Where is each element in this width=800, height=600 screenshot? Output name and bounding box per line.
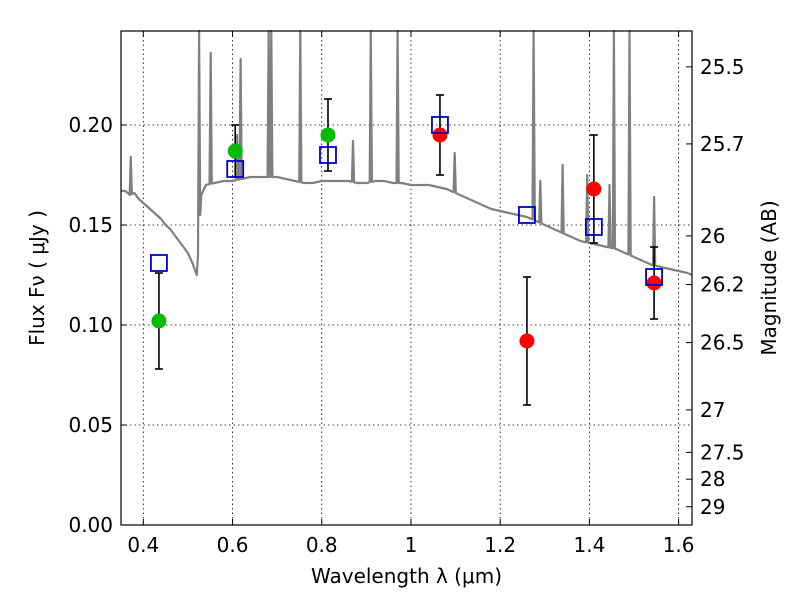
y-tick-label: 0.05 — [68, 413, 113, 437]
x-tick-label: 1 — [405, 533, 418, 557]
template-spectrum — [121, 29, 693, 277]
green-point — [227, 143, 243, 159]
x-tick-label: 1.2 — [484, 533, 516, 557]
right-tick-label: 25.5 — [700, 55, 745, 79]
x-tick-label: 0.6 — [217, 533, 249, 557]
right-tick-label: 29 — [700, 495, 725, 519]
red-point — [432, 127, 448, 143]
red-point — [519, 333, 535, 349]
template-spectrum-line — [121, 29, 693, 277]
right-tick-label: 26.5 — [700, 331, 745, 355]
red-point — [586, 181, 602, 197]
model-square — [431, 116, 449, 134]
model-square — [319, 146, 337, 164]
red-point — [646, 275, 662, 291]
y-tick-label: 0.00 — [68, 513, 113, 537]
right-tick-label: 26 — [700, 224, 725, 248]
grid-lines — [121, 31, 692, 526]
model-square — [645, 268, 663, 286]
data-markers — [150, 116, 663, 349]
y-axis-ticks: 0.00 0.05 0.10 0.15 0.20 — [68, 113, 127, 537]
x-tick-label: 1.4 — [573, 533, 605, 557]
error-bars — [154, 94, 659, 406]
model-square — [226, 160, 245, 178]
y-tick-label: 0.15 — [68, 213, 113, 237]
green-point — [320, 127, 336, 143]
x-tick-label: 0.4 — [127, 533, 159, 557]
plot-frame — [120, 30, 693, 526]
y-tick-label: 0.20 — [68, 113, 113, 137]
y-tick-label: 0.10 — [68, 313, 113, 337]
x-axis-title: Wavelength λ (μm) — [311, 564, 502, 588]
right-axis-title: Magnitude (AB) — [757, 200, 781, 355]
x-tick-label: 0.8 — [306, 533, 338, 557]
right-tick-label: 28 — [700, 467, 725, 491]
y-axis-title: Flux Fν ( μJy ) — [25, 210, 49, 346]
right-axis-ticks: 25.5 25.7 26 26.2 26.5 27 27.5 28 29 — [686, 55, 745, 519]
right-tick-label: 27 — [700, 398, 725, 422]
x-tick-label: 1.6 — [663, 533, 695, 557]
model-square — [150, 254, 168, 272]
model-square — [518, 206, 536, 224]
x-axis-ticks: 0.4 0.6 0.8 1 1.2 1.4 1.6 — [127, 31, 695, 557]
model-square — [584, 218, 603, 236]
green-point — [151, 313, 167, 329]
right-tick-label: 26.2 — [700, 273, 745, 297]
right-tick-label: 27.5 — [700, 440, 745, 464]
right-tick-label: 25.7 — [700, 132, 745, 156]
